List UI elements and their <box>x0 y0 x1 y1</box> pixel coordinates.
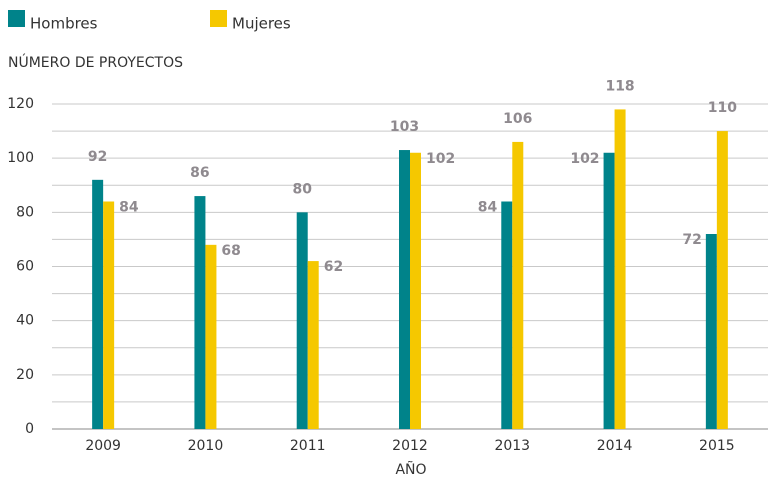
bar <box>103 201 115 429</box>
y-tick-label: 60 <box>16 259 34 275</box>
x-tick-label: 2015 <box>699 438 735 454</box>
bar <box>512 141 524 429</box>
x-tick-label: 2011 <box>290 438 326 454</box>
value-label: 118 <box>605 78 634 94</box>
y-tick-label: 80 <box>16 204 34 220</box>
value-label: 80 <box>292 181 312 197</box>
value-label: 106 <box>503 111 532 127</box>
value-label: 84 <box>119 200 139 216</box>
y-tick-label: 100 <box>7 150 34 166</box>
y-tick-label: 20 <box>16 367 34 383</box>
bar <box>399 150 410 429</box>
bar <box>705 234 717 429</box>
bar <box>603 152 615 429</box>
x-tick-label: 2012 <box>392 438 428 454</box>
value-label: 102 <box>570 151 599 167</box>
bar <box>92 179 104 429</box>
value-label: 72 <box>682 232 701 248</box>
y-tick-label: 40 <box>16 313 34 329</box>
value-label: 62 <box>324 259 343 275</box>
x-tick-label: 2009 <box>85 438 121 454</box>
value-label: 86 <box>190 165 209 181</box>
y-axis-label: NÚMERO DE PROYECTOS <box>8 53 183 71</box>
value-label: 68 <box>221 243 240 259</box>
bar <box>205 244 217 429</box>
value-label: 102 <box>426 151 455 167</box>
y-tick-label: 0 <box>25 421 34 437</box>
y-tick-label: 120 <box>7 96 34 112</box>
x-tick-label: 2014 <box>597 438 633 454</box>
bar <box>296 212 308 429</box>
bar <box>194 196 206 429</box>
legend-swatch <box>8 10 25 27</box>
x-axis-label: AÑO <box>395 461 426 478</box>
value-label: 103 <box>390 119 419 135</box>
bar <box>614 109 626 430</box>
bar <box>307 261 319 429</box>
value-label: 84 <box>478 200 498 216</box>
value-label: 110 <box>708 100 737 116</box>
bar <box>501 201 513 429</box>
bar <box>410 152 421 429</box>
legend-label: Mujeres <box>232 15 291 33</box>
x-tick-label: 2013 <box>494 438 530 454</box>
x-tick-label: 2010 <box>188 438 224 454</box>
legend-label: Hombres <box>30 15 98 33</box>
value-label: 92 <box>88 149 107 165</box>
bar <box>716 131 728 430</box>
legend-swatch <box>210 10 227 27</box>
